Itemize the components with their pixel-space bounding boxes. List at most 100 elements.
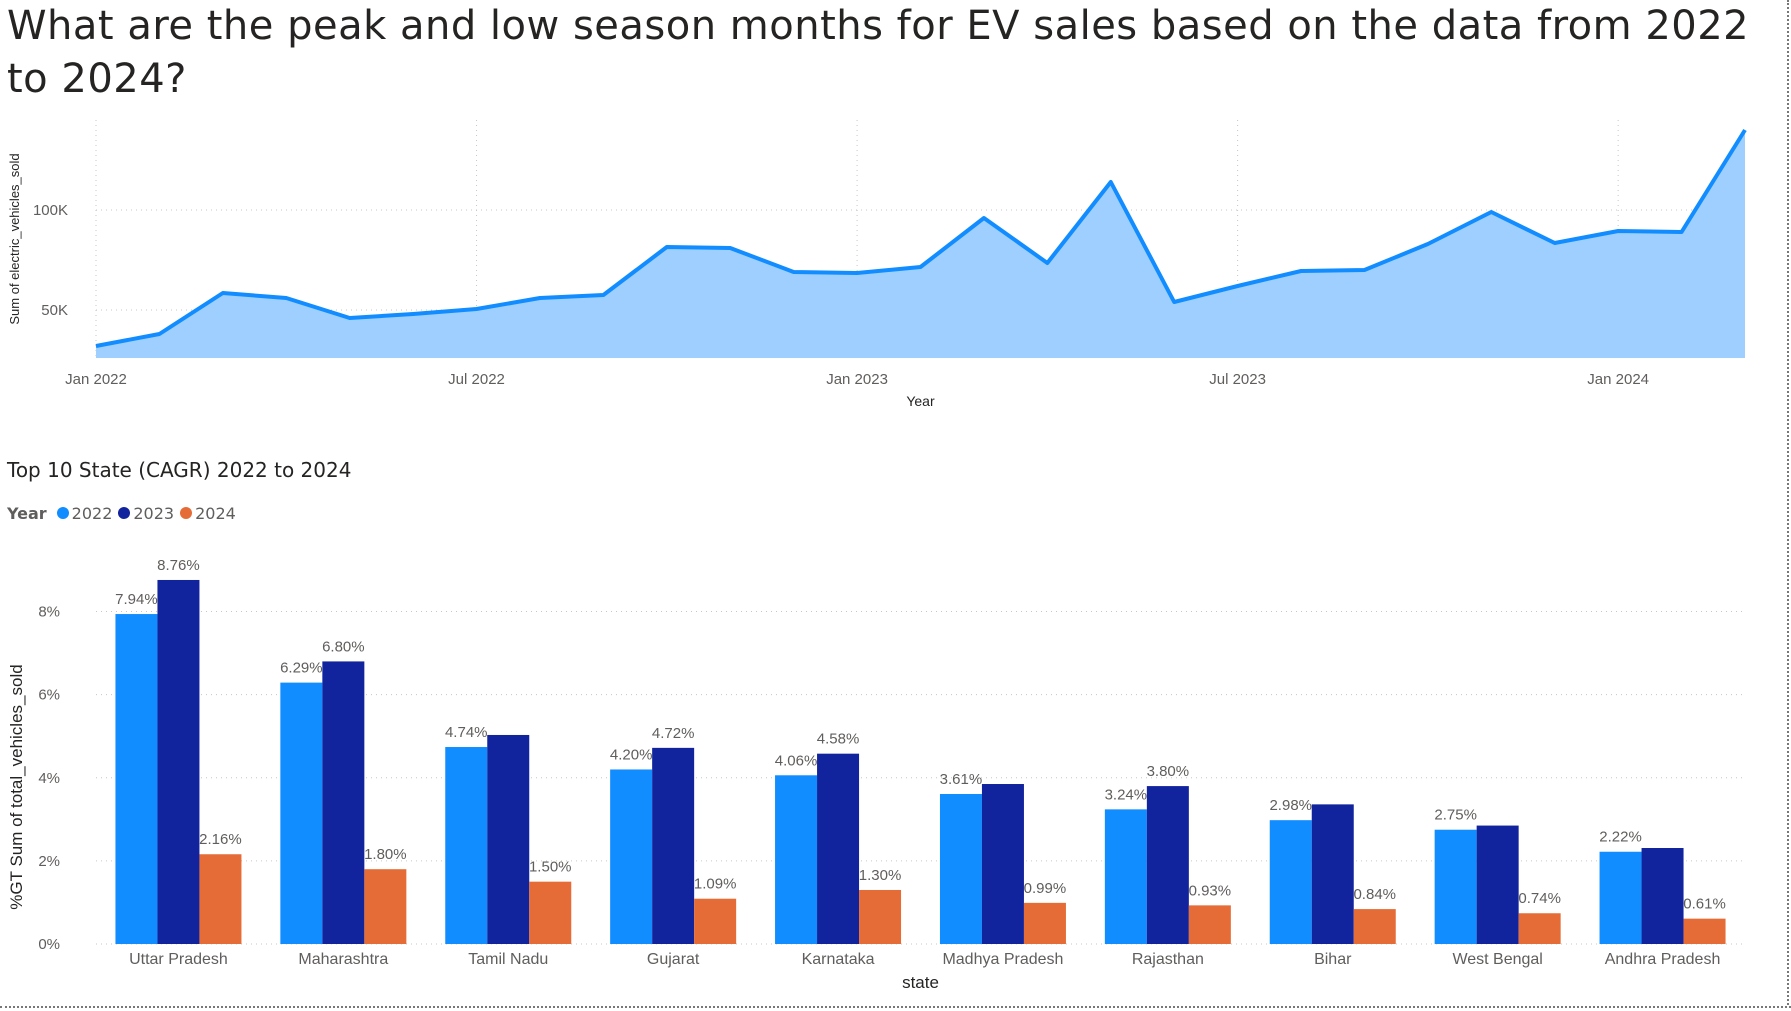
bar-2022 [610,769,653,944]
bar-2023 [1641,848,1684,944]
y-tick-label: 4% [38,770,60,787]
data-label: 4.06% [775,752,818,769]
data-label: 2.98% [1269,797,1312,814]
y-tick-label: 8% [38,604,60,621]
data-label: 1.30% [859,867,902,884]
bar-2024 [1188,905,1231,944]
area-fill [96,130,1745,358]
x-tick-label: Andhra Pradesh [1605,951,1721,968]
ev-sales-line-chart[interactable]: 50K 100K Jan 2022 Jul 2022 Jan 2023 Jul 2023 J… [0,108,1791,409]
bar-2024 [1353,909,1396,944]
legend-label-2022: 2022 [71,503,113,523]
y-axis-title: Sum of electric_vehicles_sold [7,153,22,324]
bar-2023 [157,579,200,944]
legend-label-2024: 2024 [195,503,236,523]
x-tick-label: Jul 2023 [1209,371,1266,388]
bar-2023 [817,753,860,944]
data-label: 8.76% [157,557,200,574]
bar-chart-title: Top 10 State (CAGR) 2022 to 2024 [7,458,352,482]
x-axis-title: Year [906,393,935,409]
data-label: 3.24% [1105,786,1148,803]
x-tick-label: Maharashtra [298,951,388,968]
data-label: 7.94% [115,591,158,608]
bar-2022 [1599,851,1642,944]
data-label: 4.20% [610,746,653,763]
data-label: 2.22% [1599,829,1642,846]
legend-dot-2022 [56,507,69,519]
data-label: 1.80% [364,846,407,863]
data-label: 1.09% [694,876,737,893]
x-tick-label: Rajasthan [1132,951,1204,968]
bar-2023 [1146,786,1189,944]
series-line [95,128,1747,348]
x-tick-label: West Bengal [1452,951,1542,968]
bar-chart-legend: Year 2022 2023 2024 [7,502,242,524]
bar-2024 [364,869,407,944]
bar-2024 [694,898,737,944]
data-label: 2.16% [199,831,242,848]
bar-2023 [487,734,530,944]
bar-2023 [322,661,365,944]
bar-2022 [775,775,818,944]
page-right-border [1787,0,1789,1005]
data-label: 4.72% [652,725,695,742]
data-label: 4.74% [445,724,488,741]
data-label: 0.74% [1518,890,1561,907]
legend-dot-2024 [180,507,193,519]
data-label: 6.29% [280,660,323,677]
x-tick-label: Jul 2022 [448,371,505,388]
bar-2023 [652,747,695,944]
data-label: 3.80% [1147,763,1190,780]
bar-2024 [1683,918,1726,944]
x-tick-label: Tamil Nadu [468,951,548,968]
x-tick-label: Jan 2023 [826,371,888,388]
data-label: 6.80% [322,638,365,655]
data-label: 0.61% [1683,896,1726,913]
x-tick-label: Jan 2024 [1587,371,1649,388]
x-tick-label: Bihar [1314,951,1352,968]
y-tick-label: 50K [41,302,68,319]
y-tick-label: 6% [38,687,60,704]
state-cagr-bar-chart[interactable]: 0% 2% 4% 6% 8% 7.94% 8.76% 2.16% Uttar Pradesh 6.… [0,470,1791,1005]
page-bottom-border [0,1006,1791,1008]
legend-dot-2023 [118,507,131,519]
bar-2023 [1476,825,1519,944]
x-tick-label: Karnataka [802,951,875,968]
x-tick-label: Gujarat [647,951,700,968]
data-label: 0.84% [1353,886,1396,903]
bar-2023 [1311,804,1354,944]
bar-2022 [1269,820,1312,944]
x-tick-label: Uttar Pradesh [129,951,228,968]
x-tick-label: Madhya Pradesh [942,951,1063,968]
y-tick-label: 100K [33,202,68,219]
bar-2022 [939,793,982,944]
bar-2022 [1104,809,1147,944]
bar-2024 [199,854,242,944]
y-axis-title: %GT Sum of total_vehicles_sold [7,664,26,909]
legend-item-2022[interactable]: 2022 [56,503,113,523]
y-tick-label: 2% [38,853,60,870]
data-label: 1.50% [529,859,572,876]
data-label: 3.61% [940,771,983,788]
bar-2024 [1518,913,1561,944]
bar-2022 [280,682,323,944]
x-axis-title: state [902,973,939,992]
bar-2023 [981,784,1024,944]
legend-item-2023[interactable]: 2023 [118,504,174,523]
data-label: 2.75% [1434,807,1477,824]
data-label: 0.93% [1189,882,1232,899]
data-label: 0.99% [1024,880,1067,897]
legend-label-2023: 2023 [133,503,175,523]
bar-2022 [445,747,488,944]
page-title: What are the peak and low season months … [7,3,1750,102]
x-tick-label: Jan 2022 [65,371,127,388]
bar-2022 [1434,829,1477,944]
bar-2022 [115,614,158,944]
data-label: 4.58% [817,731,860,748]
legend-title: Year [7,503,47,523]
bar-2024 [529,881,572,944]
legend-item-2024[interactable]: 2024 [180,504,236,523]
bar-2024 [859,889,902,944]
bar-2024 [1023,902,1066,944]
y-tick-label: 0% [38,936,60,953]
